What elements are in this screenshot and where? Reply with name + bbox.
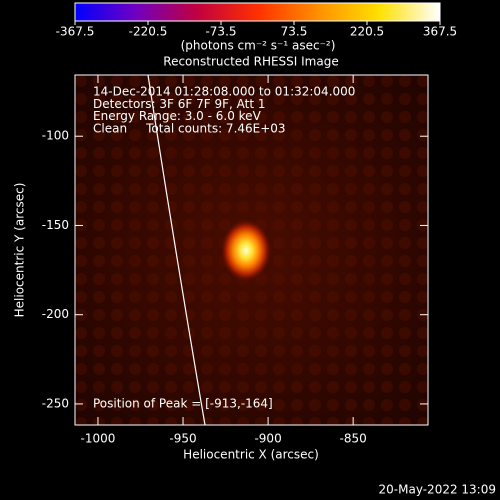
x-tick-label: -950 [169,432,196,446]
annotation: 14-Dec-2014 01:28:08.000 to 01:32:04.000 [93,85,355,99]
peak-label: Position of Peak = [-913,-164] [93,397,273,411]
annotation: Detectors: 3F 6F 7F 9F, Att 1 [93,97,265,111]
y-tick-label: -200 [42,307,69,321]
peak-source [219,218,272,283]
y-tick-label: -150 [42,218,69,232]
colorbar-tick-label: -73.5 [205,25,236,39]
y-axis-label: Heliocentric Y (arcsec) [13,183,27,318]
colorbar-tick-label: -220.5 [129,25,168,39]
colorbar-tick-label: 220.5 [350,25,384,39]
annotation: Clean Total counts: 7.46E+03 [93,121,286,135]
timestamp: 20-May-2022 13:09 [379,483,496,497]
y-tick-label: -100 [42,129,69,143]
plot-frame [74,74,429,426]
colorbar [74,2,441,22]
colorbar-label: (photons cm⁻² s⁻¹ asec⁻²) [181,39,336,53]
y-tick-label: -250 [42,396,69,410]
annotation: Energy Range: 3.0 - 6.0 keV [93,109,262,123]
chart-title: Reconstructed RHESSI Image [163,55,338,69]
x-tick-label: -850 [340,432,367,446]
x-tick-label: -1000 [81,432,116,446]
colorbar-tick-label: 73.5 [281,25,308,39]
solar-limb [147,74,206,426]
x-axis-label: Heliocentric X (arcsec) [183,448,319,462]
x-tick-label: -900 [254,432,281,446]
colorbar-tick-label: -367.5 [56,25,95,39]
colorbar-tick-label: 367.5 [423,25,457,39]
